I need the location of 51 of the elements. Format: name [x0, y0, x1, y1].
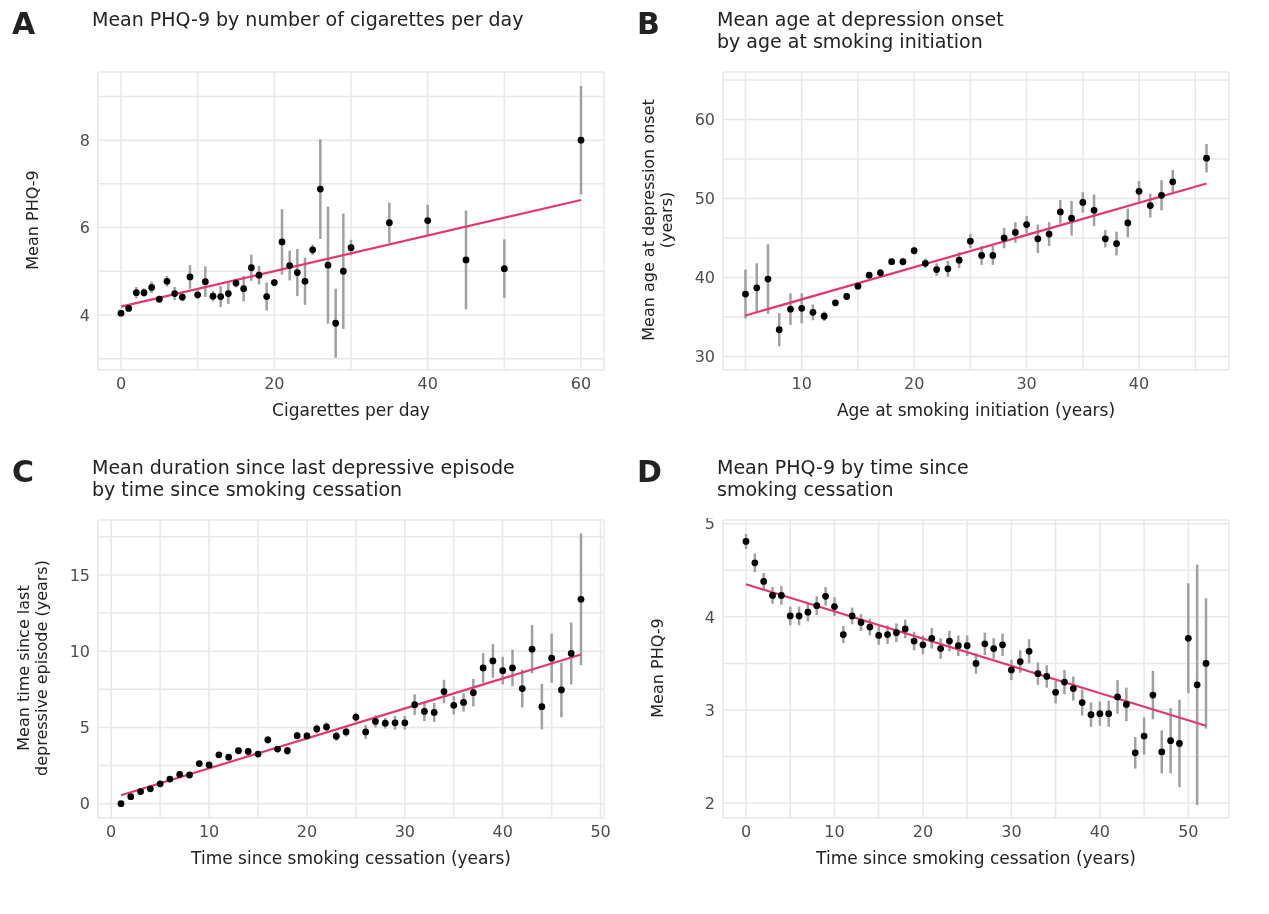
- y-tick-label: 4: [704, 607, 715, 627]
- text: A: [12, 6, 36, 41]
- text: B: [637, 6, 660, 41]
- y-tick-label: 50: [694, 189, 715, 209]
- x-tick-label: 30: [1016, 374, 1037, 394]
- x-tick-label: 0: [115, 374, 127, 394]
- x-tick-label: 20: [264, 374, 285, 394]
- y-tick-label: 5: [704, 514, 715, 534]
- x-tick-label: 10: [791, 374, 812, 394]
- y-tick-label: 8: [79, 130, 90, 150]
- chart-title: Mean age at depression onset by age at smoking initiation: [717, 8, 1004, 52]
- x-tick-label: 20: [912, 822, 934, 842]
- x-axis-title: Cigarettes per day: [271, 400, 431, 420]
- text: C: [12, 454, 35, 489]
- y-axis-title: Mean PHQ-9: [648, 618, 668, 718]
- y-tick-label: 0: [79, 794, 90, 814]
- y-axis-title: Mean age at depression onset (years): [639, 99, 677, 341]
- x-tick-label: 10: [198, 822, 220, 842]
- x-axis-title: Time since smoking cessation (years): [190, 848, 512, 868]
- y-tick-label: 30: [694, 347, 715, 367]
- x-tick-label: 50: [590, 822, 611, 842]
- x-tick-label: 20: [903, 374, 925, 394]
- y-tick-label: 10: [69, 641, 90, 661]
- x-tick-label: 30: [394, 822, 416, 842]
- x-tick-label: 30: [1001, 822, 1022, 842]
- x-tick-label: 40: [1128, 374, 1150, 394]
- y-tick-label: 3: [704, 700, 715, 720]
- x-axis-title: Time since smoking cessation (years): [815, 848, 1137, 868]
- chart-title: Mean PHQ-9 by number of cigarettes per day: [92, 8, 524, 30]
- x-tick-label: 60: [570, 374, 592, 394]
- y-tick-label: 6: [79, 218, 90, 238]
- y-tick-label: 5: [79, 718, 90, 738]
- x-tick-label: 40: [1089, 822, 1111, 842]
- x-tick-label: 10: [824, 822, 845, 842]
- x-tick-label: 50: [1178, 822, 1199, 842]
- y-tick-label: 60: [694, 110, 715, 130]
- y-axis-title: Mean time since last depressive episode (years): [14, 560, 52, 776]
- chart-title: Mean duration since last depressive episode by time since smoking cessation: [92, 456, 515, 500]
- x-tick-label: 0: [106, 822, 117, 842]
- y-axis-title: Mean PHQ-9: [23, 170, 43, 270]
- y-tick-label: 15: [69, 565, 90, 585]
- chart-title: Mean PHQ-9 by time since smoking cessation: [717, 456, 969, 500]
- y-tick-label: 40: [694, 268, 715, 288]
- text: D: [637, 454, 662, 489]
- y-tick-label: 2: [704, 793, 715, 813]
- y-tick-label: 4: [79, 305, 90, 325]
- x-tick-label: 40: [492, 822, 513, 842]
- x-tick-label: 40: [417, 374, 438, 394]
- x-tick-label: 20: [296, 822, 318, 842]
- x-axis-title: Age at smoking initiation (years): [835, 400, 1117, 420]
- x-tick-label: 0: [740, 822, 752, 842]
